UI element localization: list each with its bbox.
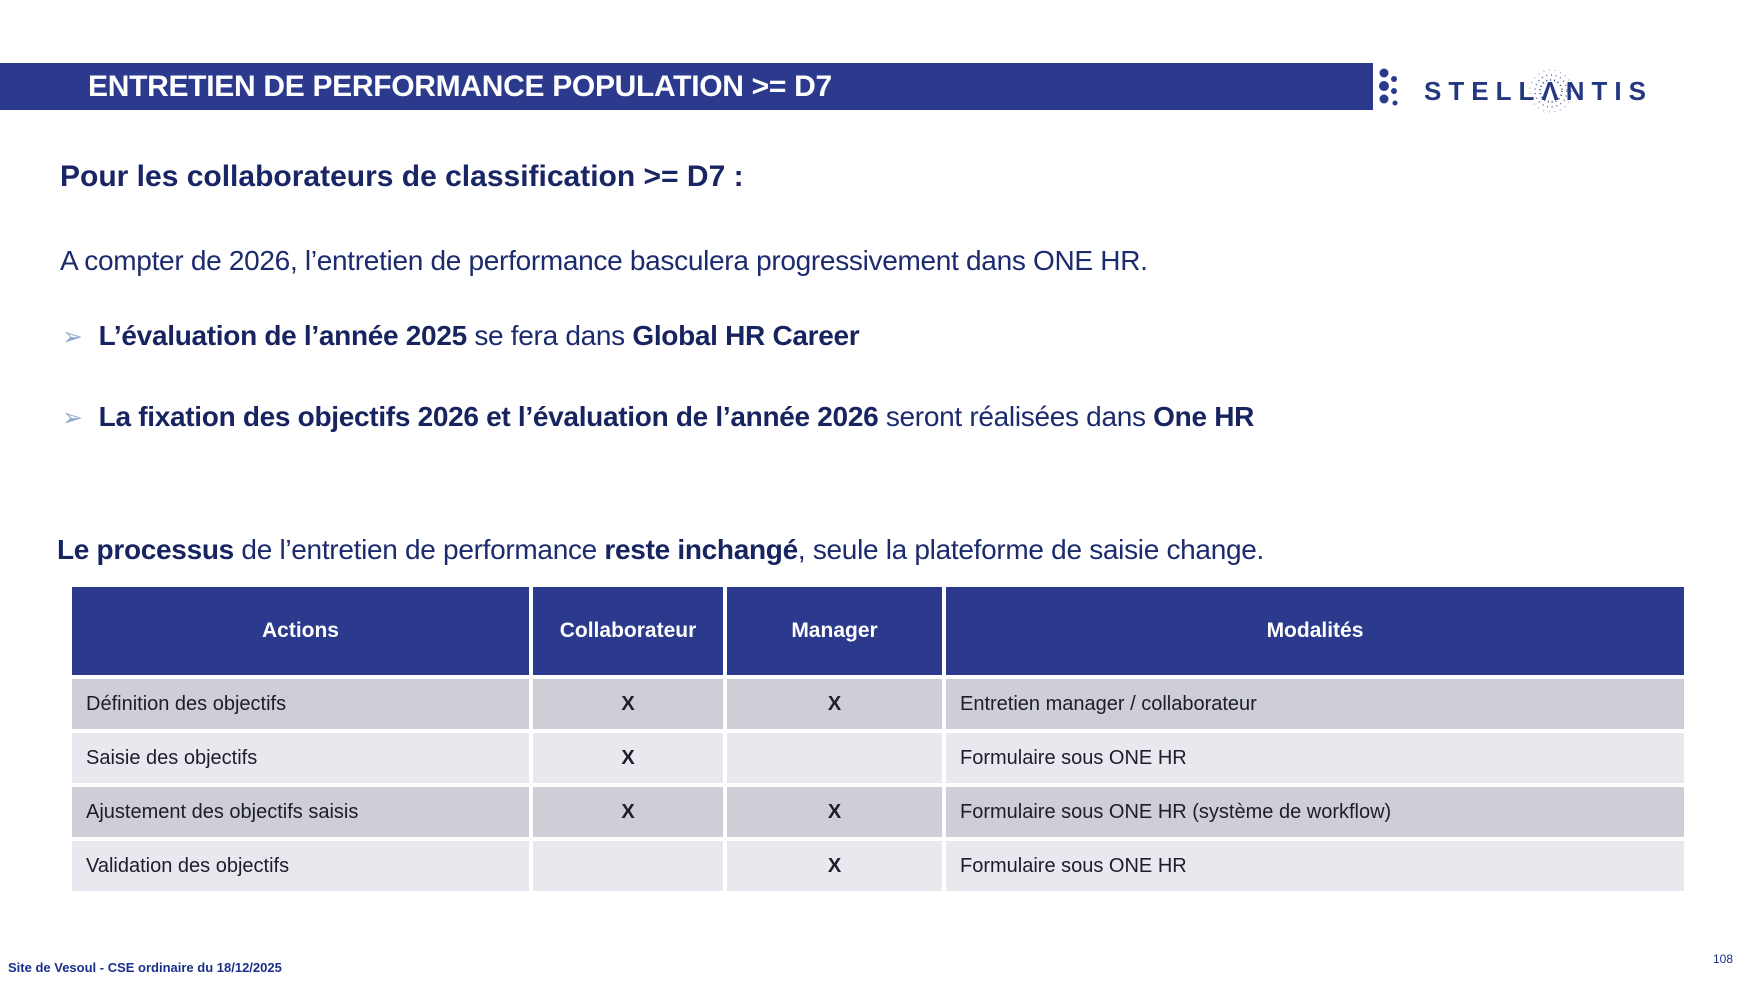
table-header-actions: Actions: [72, 587, 529, 675]
process-table: Actions Collaborateur Manager Modalités …: [72, 587, 1684, 891]
cell-modalites: Formulaire sous ONE HR: [946, 841, 1684, 891]
bullet-item-1: ➢ L’évaluation de l’année 2025 se fera d…: [62, 320, 860, 352]
table-row: Saisie des objectifs X Formulaire sous O…: [72, 733, 1684, 783]
slide-title: ENTRETIEN DE PERFORMANCE POPULATION >= D…: [88, 69, 832, 103]
bullet-2-text: La fixation des objectifs 2026 et l’éval…: [98, 401, 1255, 432]
intro-paragraph: A compter de 2026, l’entretien de perfor…: [60, 245, 1148, 276]
cell-manager: X: [727, 841, 942, 891]
cell-action: Ajustement des objectifs saisis: [72, 787, 529, 837]
footer-note: Site de Vesoul - CSE ordinaire du 18/12/…: [8, 960, 282, 975]
page-number: 108: [1712, 952, 1733, 966]
process-paragraph: Le processus de l’entretien de performan…: [57, 534, 1265, 565]
table-header-row: Actions Collaborateur Manager Modalités: [72, 587, 1684, 675]
banner-edge-dots-decoration: [1373, 63, 1398, 110]
logo-text-pre: STELL: [1424, 75, 1542, 106]
table-row: Validation des objectifs X Formulaire so…: [72, 841, 1684, 891]
table-header-modalites: Modalités: [946, 587, 1684, 675]
logo-letter-a: Λ: [1529, 69, 1573, 113]
logo-text-post: NTIS: [1565, 75, 1653, 106]
table-row: Ajustement des objectifs saisis X X Form…: [72, 787, 1684, 837]
cell-collaborateur: X: [533, 679, 723, 729]
cell-modalites: Formulaire sous ONE HR: [946, 733, 1684, 783]
cell-modalites: Entretien manager / collaborateur: [946, 679, 1684, 729]
cell-action: Validation des objectifs: [72, 841, 529, 891]
section-heading: Pour les collaborateurs de classificatio…: [60, 160, 744, 193]
title-banner: ENTRETIEN DE PERFORMANCE POPULATION >= D…: [0, 63, 1373, 110]
bullet-item-2: ➢ La fixation des objectifs 2026 et l’év…: [62, 401, 1254, 433]
cell-action: Saisie des objectifs: [72, 733, 529, 783]
cell-manager: X: [727, 679, 942, 729]
arrow-bullet-icon: ➢: [62, 323, 83, 351]
cell-manager: [727, 733, 942, 783]
arrow-bullet-icon: ➢: [62, 404, 83, 432]
cell-collaborateur: [533, 841, 723, 891]
table-row: Définition des objectifs X X Entretien m…: [72, 679, 1684, 729]
cell-collaborateur: X: [533, 787, 723, 837]
cell-manager: X: [727, 787, 942, 837]
table-header-collaborateur: Collaborateur: [533, 587, 723, 675]
cell-action: Définition des objectifs: [72, 679, 529, 729]
bullet-1-text: L’évaluation de l’année 2025 se fera dan…: [98, 320, 860, 351]
cell-modalites: Formulaire sous ONE HR (système de workf…: [946, 787, 1684, 837]
cell-collaborateur: X: [533, 733, 723, 783]
table-header-manager: Manager: [727, 587, 942, 675]
stellantis-logo: STELL Λ NTIS: [1424, 69, 1653, 113]
